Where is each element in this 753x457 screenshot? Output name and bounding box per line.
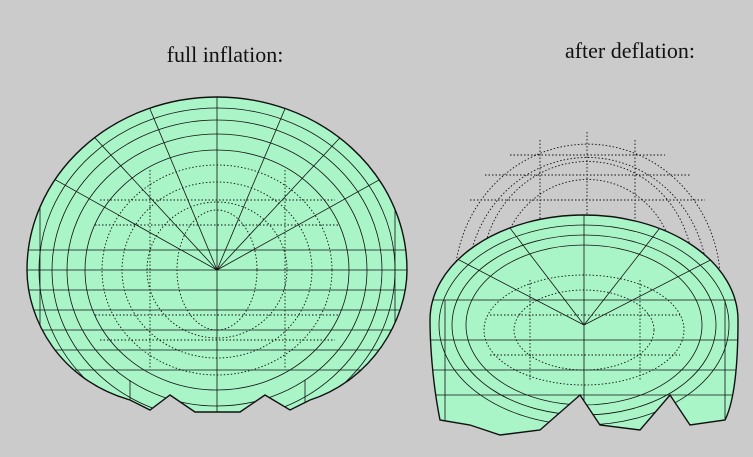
figure: full inflation: after deflation: — [0, 0, 753, 457]
caption-right: after deflation: — [565, 38, 695, 63]
mesh-after-deflation — [425, 132, 745, 440]
mesh-full-inflation — [20, 85, 415, 432]
caption-left: full inflation: — [167, 42, 284, 67]
